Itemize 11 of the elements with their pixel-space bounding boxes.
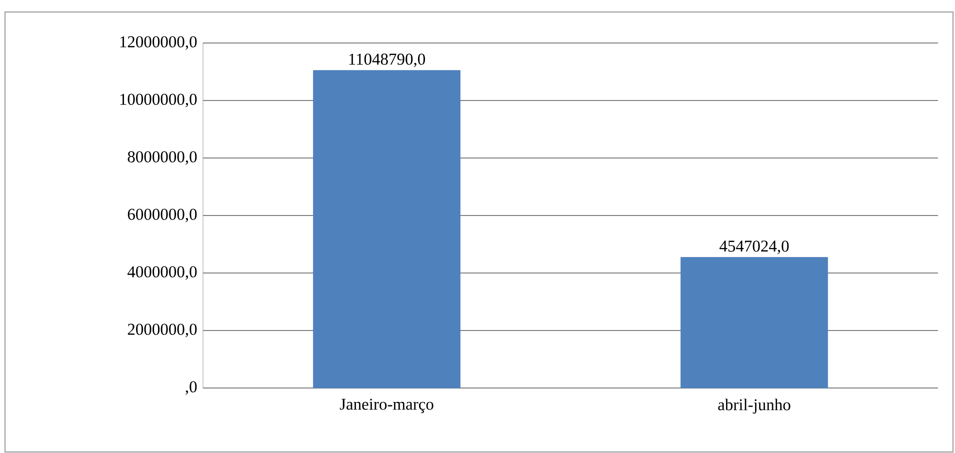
data-label: 11048790,0	[349, 54, 426, 68]
y-tick-label: 10000000,0	[120, 94, 197, 108]
data-label: 4547024,0	[720, 240, 789, 254]
y-tick-label: 2000000,0	[128, 324, 197, 338]
y-tick-label: 12000000,0	[120, 36, 197, 50]
x-tick-label: abril-junho	[718, 398, 790, 414]
y-tick-label: 4000000,0	[128, 266, 197, 280]
y-tick-label: 8000000,0	[128, 151, 197, 165]
y-tick-label: 6000000,0	[128, 208, 197, 222]
y-tick-label: ,0	[186, 381, 197, 395]
x-tick-label: Janeiro-março	[340, 398, 434, 414]
